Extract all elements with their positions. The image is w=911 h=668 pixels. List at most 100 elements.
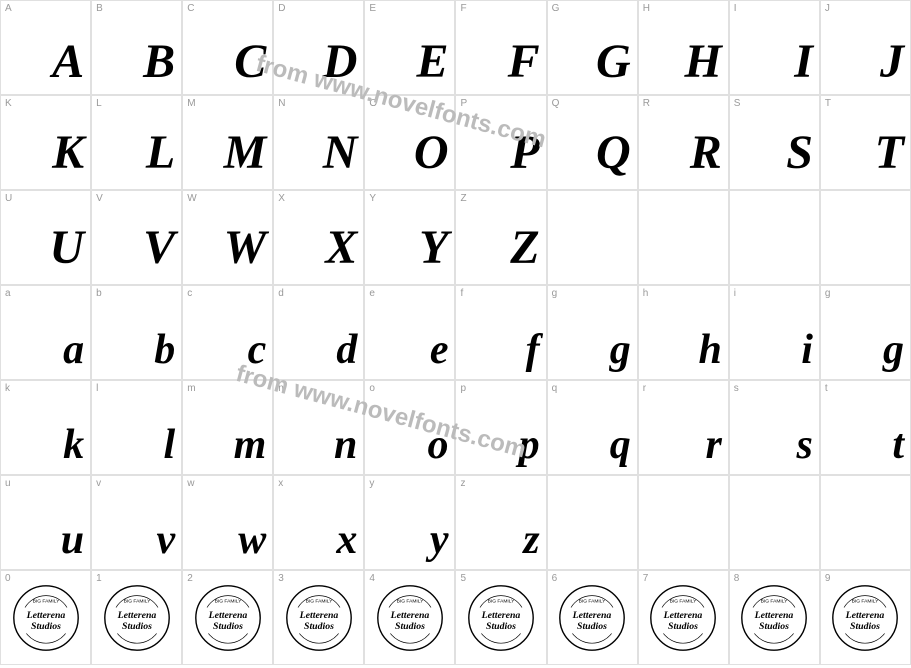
cell-label: h — [643, 288, 649, 299]
glyph-cell-e: ee — [364, 285, 455, 380]
glyph-cell-N: NN — [273, 95, 364, 190]
cell-label: g — [552, 288, 558, 299]
glyph-L: L — [146, 129, 173, 177]
glyph-cell-r: rr — [638, 380, 729, 475]
cell-label: P — [460, 98, 467, 109]
glyph-cell-g: gg — [547, 285, 638, 380]
svg-text:BIG FAMILY: BIG FAMILY — [214, 598, 242, 604]
cell-label: D — [278, 3, 285, 14]
svg-text:Letterena: Letterena — [572, 610, 612, 621]
glyph-a: a — [63, 329, 82, 371]
glyph-grid: AABBCCDDEEFFGGHHIIJJKKLLMMNNOOPPQQRRSSTT… — [0, 0, 911, 665]
cell-label: q — [552, 383, 558, 394]
svg-text:Studios: Studios — [759, 621, 789, 632]
glyph-p: p — [519, 424, 538, 466]
cell-label: i — [734, 288, 736, 299]
glyph-cell-J: JJ — [820, 0, 911, 95]
cell-label: 8 — [734, 573, 740, 584]
cell-label: W — [187, 193, 196, 204]
glyph-cell-Q: QQ — [547, 95, 638, 190]
cell-label: E — [369, 3, 376, 14]
glyph-cell-R: RR — [638, 95, 729, 190]
letterena-studios-logo: BIG FAMILY Letterena Studios — [11, 583, 81, 653]
cell-label: u — [5, 478, 11, 489]
glyph-E: E — [416, 38, 446, 86]
letterena-studios-logo: BIG FAMILY Letterena Studios — [102, 583, 172, 653]
cell-label: f — [460, 288, 463, 299]
cell-label: M — [187, 98, 195, 109]
glyph-cell-U: UU — [0, 190, 91, 285]
cell-label: R — [643, 98, 650, 109]
glyph-cell-n: nn — [273, 380, 364, 475]
cell-label: y — [369, 478, 374, 489]
glyph-H: H — [684, 38, 719, 86]
svg-text:Letterena: Letterena — [116, 610, 156, 621]
svg-text:Studios: Studios — [486, 621, 516, 632]
svg-text:Letterena: Letterena — [663, 610, 703, 621]
cell-label: a — [5, 288, 11, 299]
glyph-cell-Z: ZZ — [455, 190, 546, 285]
letterena-studios-logo: BIG FAMILY Letterena Studios — [466, 583, 536, 653]
glyph-K: K — [52, 129, 82, 177]
letterena-studios-logo: BIG FAMILY Letterena Studios — [375, 583, 445, 653]
digit-cell-1: 1 BIG FAMILY Letterena Studios — [91, 570, 182, 665]
glyph-v: v — [157, 519, 174, 561]
glyph-I: I — [794, 38, 811, 86]
svg-text:Studios: Studios — [31, 621, 61, 632]
glyph-N: N — [323, 129, 356, 177]
digit-cell-4: 4 BIG FAMILY Letterena Studios — [364, 570, 455, 665]
glyph-n: n — [334, 424, 355, 466]
glyph-Z: Z — [510, 224, 537, 272]
glyph-b: b — [154, 329, 173, 371]
glyph-cell-y: yy — [364, 475, 455, 570]
glyph-B: B — [143, 38, 173, 86]
svg-text:BIG FAMILY: BIG FAMILY — [488, 598, 516, 604]
digit-cell-9: 9 BIG FAMILY Letterena Studios — [820, 570, 911, 665]
glyph-cell-A: AA — [0, 0, 91, 95]
letterena-studios-logo: BIG FAMILY Letterena Studios — [648, 583, 718, 653]
glyph-cell-L: LL — [91, 95, 182, 190]
glyph-cell-empty — [729, 475, 820, 570]
glyph-cell-K: KK — [0, 95, 91, 190]
letterena-studios-logo: BIG FAMILY Letterena Studios — [193, 583, 263, 653]
cell-label: t — [825, 383, 828, 394]
digit-cell-6: 6 BIG FAMILY Letterena Studios — [547, 570, 638, 665]
cell-label: n — [278, 383, 284, 394]
cell-label: X — [278, 193, 285, 204]
glyph-O: O — [414, 129, 447, 177]
glyph-r: r — [705, 424, 719, 466]
svg-text:Studios: Studios — [122, 621, 152, 632]
cell-label: Q — [552, 98, 560, 109]
cell-label: 9 — [825, 573, 831, 584]
cell-label: F — [460, 3, 466, 14]
glyph-X: X — [325, 224, 355, 272]
glyph-y: y — [430, 519, 447, 561]
letterena-studios-logo: BIG FAMILY Letterena Studios — [557, 583, 627, 653]
svg-text:Letterena: Letterena — [390, 610, 430, 621]
digit-cell-8: 8 BIG FAMILY Letterena Studios — [729, 570, 820, 665]
glyph-l: l — [164, 424, 174, 466]
cell-label: V — [96, 193, 103, 204]
svg-text:Studios: Studios — [304, 621, 334, 632]
cell-label: s — [734, 383, 739, 394]
glyph-cell-p: pp — [455, 380, 546, 475]
cell-label: 7 — [643, 573, 649, 584]
glyph-x: x — [336, 519, 355, 561]
glyph-s: s — [797, 424, 811, 466]
glyph-cell-empty — [820, 475, 911, 570]
glyph-D: D — [323, 38, 356, 86]
glyph-cell-W: WW — [182, 190, 273, 285]
cell-label: p — [460, 383, 466, 394]
cell-label: I — [734, 3, 737, 14]
cell-label: 3 — [278, 573, 284, 584]
cell-label: c — [187, 288, 192, 299]
glyph-W: W — [224, 224, 265, 272]
glyph-cell-G: GG — [547, 0, 638, 95]
glyph-cell-f: ff — [455, 285, 546, 380]
svg-text:Letterena: Letterena — [481, 610, 521, 621]
svg-text:Studios: Studios — [395, 621, 425, 632]
glyph-A: A — [52, 38, 82, 86]
glyph-cell-T: TT — [820, 95, 911, 190]
glyph-cell-empty — [638, 475, 729, 570]
cell-label: g — [825, 288, 831, 299]
